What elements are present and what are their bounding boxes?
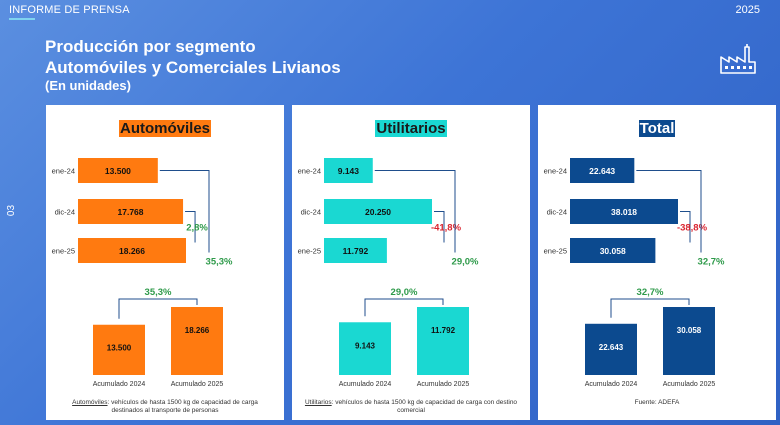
report-year: 2025 <box>735 4 760 16</box>
title-line-3: (En unidades) <box>45 78 131 93</box>
bracket-year <box>374 170 456 253</box>
footnote-text: Fuente: ADEFA <box>634 399 680 406</box>
month-label: ene-25 <box>298 247 321 256</box>
month-value: 17.768 <box>118 207 144 217</box>
page-number: 03 <box>6 204 18 217</box>
variation-accum: 32,7% <box>637 287 664 298</box>
bracket-month <box>434 211 445 243</box>
accum-label: Acumulado 2024 <box>585 381 638 388</box>
accum-label: Acumulado 2024 <box>339 381 392 388</box>
accum-label: Acumulado 2024 <box>93 381 146 388</box>
panel-chart: ene-24 22.643 dic-24 38.018 ene-25 30.058 -38,… <box>544 158 725 388</box>
month-bar <box>324 199 432 224</box>
panel-utilitarios: Utilitarios ene-24 9.143 dic-24 20.250 ene-2… <box>292 105 530 420</box>
panel-footnote: Automóviles: vehículos de hasta 1500 kg … <box>46 399 284 415</box>
accum-label: Acumulado 2025 <box>171 381 224 388</box>
month-value: 9.143 <box>338 166 360 176</box>
variation-year: 32,7% <box>698 257 725 268</box>
bracket-month <box>185 211 196 243</box>
month-label: ene-24 <box>52 167 75 176</box>
bracket-month <box>680 211 691 243</box>
month-bar <box>570 158 635 183</box>
panel-title: Utilitarios <box>375 120 447 137</box>
factory-icon <box>720 44 756 74</box>
month-bar <box>324 238 387 263</box>
month-bar <box>570 238 656 263</box>
accum-bar <box>663 307 715 375</box>
accum-value: 22.643 <box>599 343 624 352</box>
month-bar <box>570 199 678 224</box>
accum-label: Acumulado 2025 <box>663 381 716 388</box>
footnote-line-2: destinados al transporte de personas <box>111 407 219 414</box>
footnote-term: Automóviles <box>72 399 108 406</box>
month-label: dic-24 <box>301 208 321 217</box>
accum-bar <box>417 307 469 375</box>
month-label: ene-24 <box>298 167 321 176</box>
panel-footnote: Utilitarios: vehículos de hasta 1500 kg … <box>292 399 530 415</box>
bracket-year <box>636 170 702 253</box>
variation-month: 2,8% <box>186 223 208 234</box>
month-value: 22.643 <box>589 166 615 176</box>
month-label: dic-24 <box>55 208 75 217</box>
month-value: 38.018 <box>611 207 637 217</box>
month-bar <box>78 199 184 224</box>
accum-value: 11.792 <box>431 326 456 335</box>
month-label: ene-25 <box>52 247 75 256</box>
bracket-accum <box>610 298 690 318</box>
bracket-year <box>159 170 210 253</box>
report-label: INFORME DE PRENSA <box>9 4 130 16</box>
month-value: 30.058 <box>600 246 626 256</box>
month-label: ene-25 <box>544 247 567 256</box>
variation-accum: 35,3% <box>145 287 172 298</box>
page-title: Producción por segmento Automóviles y Co… <box>45 36 341 93</box>
panel-title: Automóviles <box>118 120 211 137</box>
panel-total: Total ene-24 22.643 dic-24 38.018 ene-25 30.0… <box>538 105 776 420</box>
panel-footnote: Fuente: ADEFA <box>538 399 776 407</box>
variation-month: -41,8% <box>431 223 462 234</box>
month-value: 18.266 <box>119 246 145 256</box>
accum-label: Acumulado 2025 <box>417 381 470 388</box>
panel-chart: ene-24 9.143 dic-24 20.250 ene-25 11.792 -41,8… <box>298 158 479 388</box>
month-value: 20.250 <box>365 207 391 217</box>
accum-value: 30.058 <box>677 326 702 335</box>
panel-chart: ene-24 13.500 dic-24 17.768 ene-25 18.266 2,8%… <box>52 158 233 388</box>
accum-value: 9.143 <box>355 341 376 350</box>
month-value: 13.500 <box>105 166 131 176</box>
month-label: ene-24 <box>544 167 567 176</box>
footnote-text: : vehículos de hasta 1500 kg de capacida… <box>331 399 518 414</box>
title-line-1: Producción por segmento <box>45 37 256 56</box>
month-bar <box>324 158 373 183</box>
month-bar <box>78 158 158 183</box>
footnote-text: : vehículos de hasta 1500 kg de capacida… <box>107 399 258 406</box>
variation-month: -38,8% <box>677 223 708 234</box>
bracket-accum <box>118 298 198 319</box>
footnote-term: Utilitarios <box>304 399 332 406</box>
accum-bar <box>339 322 391 375</box>
variation-year: 35,3% <box>206 257 233 268</box>
accum-bar <box>171 307 223 375</box>
accum-value: 18.266 <box>185 326 210 335</box>
month-value: 11.792 <box>343 246 369 256</box>
panel-automoviles: Automóviles ene-24 13.500 dic-24 17.768 ene-… <box>46 105 284 420</box>
header-accent-line <box>9 18 35 20</box>
month-label: dic-24 <box>547 208 567 217</box>
bracket-accum <box>364 298 444 317</box>
accum-value: 13.500 <box>107 344 132 353</box>
variation-accum: 29,0% <box>391 287 418 298</box>
variation-year: 29,0% <box>452 257 479 268</box>
title-line-2: Automóviles y Comerciales Livianos <box>45 58 341 77</box>
accum-bar <box>585 323 637 375</box>
panel-title: Total <box>638 120 676 137</box>
month-bar <box>78 238 186 263</box>
accum-bar <box>93 324 145 375</box>
